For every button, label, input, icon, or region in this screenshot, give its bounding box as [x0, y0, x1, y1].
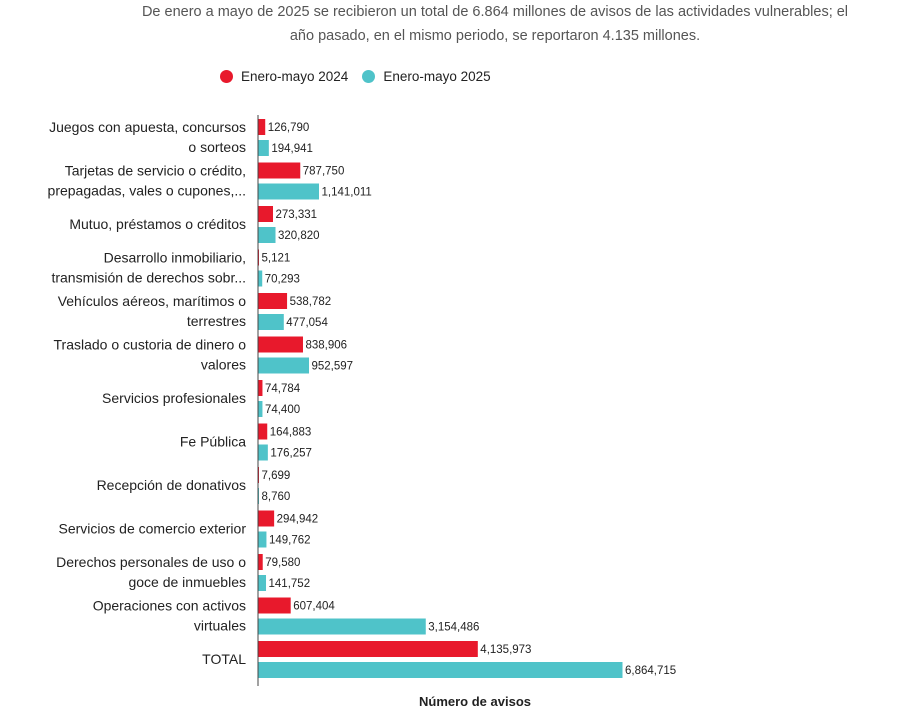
- value-label: 194,941: [271, 143, 313, 155]
- category-label: Recepción de donativos: [97, 477, 246, 493]
- value-label: 70,293: [265, 274, 300, 286]
- bar-2025[interactable]: [258, 618, 426, 635]
- value-label: 164,883: [270, 427, 312, 439]
- value-label: 1,141,011: [322, 187, 372, 199]
- value-label: 74,784: [265, 383, 301, 395]
- subtitle-line-1: De enero a mayo de 2025 se recibieron un…: [141, 4, 849, 20]
- value-label: 8,760: [262, 491, 291, 503]
- bar-2025[interactable]: [258, 140, 269, 156]
- value-label: 6,864,715: [625, 665, 676, 677]
- bar-2025[interactable]: [258, 444, 268, 461]
- category-label: Juegos con apuesta, concursos o sorteos: [49, 119, 246, 155]
- legend-swatch-2024: [220, 70, 233, 83]
- value-label: 7,699: [262, 470, 291, 482]
- bar-2024[interactable]: [258, 162, 301, 179]
- category-label: Fe Pública: [180, 434, 246, 450]
- value-label: 477,054: [286, 317, 328, 329]
- bar-2025[interactable]: [258, 270, 263, 287]
- category-label: Traslado o custoria de dinero o valores: [54, 337, 247, 373]
- bar-2024[interactable]: [258, 293, 288, 309]
- bar-2024[interactable]: [258, 119, 266, 135]
- category-label: Mutuo, préstamos o créditos: [69, 216, 246, 232]
- bar-2024[interactable]: [258, 641, 478, 657]
- bar-2024[interactable]: [258, 249, 260, 266]
- x-axis-title: Número de avisos: [419, 694, 531, 709]
- bar-2025[interactable]: [258, 575, 267, 591]
- value-label: 149,762: [269, 535, 311, 547]
- value-label: 952,597: [312, 361, 354, 373]
- chart-subtitle: De enero a mayo de 2025 se recibieron un…: [0, 0, 921, 48]
- bar-2024[interactable]: [258, 336, 303, 353]
- category-label: Derechos personales de uso o goce de inmu…: [56, 554, 246, 590]
- legend-swatch-2025: [362, 70, 376, 83]
- legend-label-2025: Enero-mayo 2025: [383, 69, 491, 84]
- bar-2025[interactable]: [258, 488, 260, 504]
- value-label: 74,400: [265, 404, 300, 416]
- legend-item-2025[interactable]: Enero-mayo 2025: [362, 69, 491, 84]
- value-label: 320,820: [278, 230, 320, 242]
- category-label: Servicios de comercio exterior: [58, 521, 246, 537]
- bar-2024[interactable]: [258, 423, 268, 440]
- legend-item-2024[interactable]: Enero-mayo 2024: [220, 69, 348, 84]
- chart-legend: Enero-mayo 2024 Enero-mayo 2025: [220, 69, 505, 84]
- bar-2024[interactable]: [258, 380, 263, 396]
- bar-2025[interactable]: [258, 662, 623, 678]
- bar-2025[interactable]: [258, 531, 267, 548]
- value-label: 838,906: [305, 340, 347, 352]
- bar-2024[interactable]: [258, 467, 260, 483]
- bar-2024[interactable]: [258, 206, 273, 222]
- bar-2025[interactable]: [258, 227, 276, 243]
- category-label: Vehículos aéreos, marítimos o terrestres: [58, 293, 247, 329]
- value-label: 3,154,486: [428, 622, 479, 634]
- category-label: TOTAL: [202, 651, 246, 667]
- value-label: 4,135,973: [480, 644, 531, 656]
- value-label: 79,580: [265, 557, 300, 569]
- value-label: 176,257: [270, 448, 312, 460]
- bar-2025[interactable]: [258, 183, 320, 200]
- category-label: Servicios profesionales: [102, 390, 246, 406]
- bar-2025[interactable]: [258, 314, 284, 330]
- legend-label-2024: Enero-mayo 2024: [241, 69, 349, 84]
- value-label: 273,331: [275, 209, 317, 221]
- bar-2024[interactable]: [258, 510, 275, 527]
- category-label: Operaciones con activos virtuales: [93, 598, 246, 634]
- subtitle-line-2: año pasado, en el mismo periodo, se repo…: [289, 28, 701, 44]
- category-label: Tarjetas de servicio o crédito, prepagada…: [48, 163, 246, 199]
- value-label: 787,750: [303, 166, 345, 178]
- value-label: 538,782: [290, 296, 332, 308]
- value-label: 141,752: [269, 578, 311, 590]
- value-label: 5,121: [262, 253, 291, 265]
- value-label: 126,790: [268, 122, 310, 134]
- bar-2025[interactable]: [258, 401, 263, 417]
- bar-2024[interactable]: [258, 597, 291, 614]
- bar-2025[interactable]: [258, 357, 310, 374]
- value-label: 607,404: [293, 601, 335, 613]
- category-label: Desarrollo inmobiliario, transmisión de d…: [51, 250, 246, 286]
- value-label: 294,942: [277, 514, 319, 526]
- bar-2024[interactable]: [258, 554, 263, 570]
